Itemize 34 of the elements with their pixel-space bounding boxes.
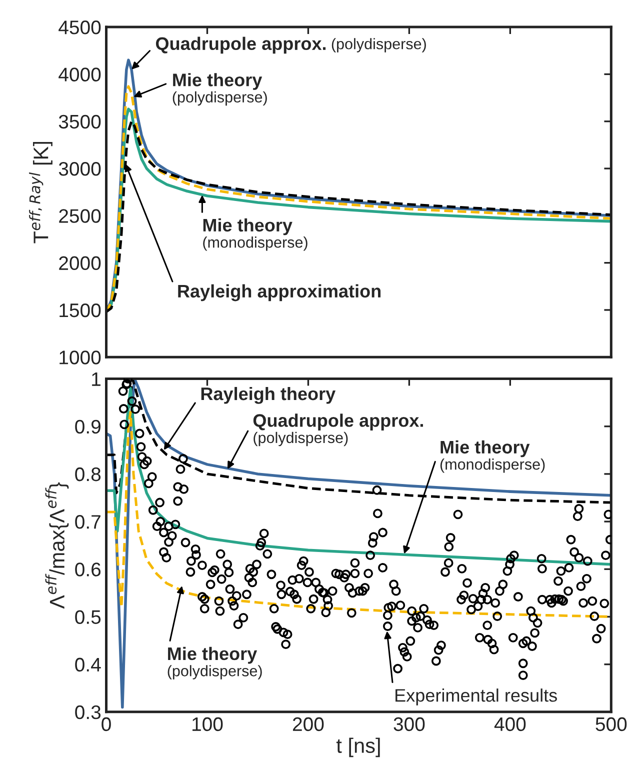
annotation: Mie theory (monodisperse): [203, 218, 308, 251]
y-tick-label: 0.7: [75, 515, 100, 529]
y-tick-label: 2500: [59, 209, 101, 223]
y-tick-label: 0.9: [75, 420, 100, 434]
annotation: Rayleigh theory: [201, 386, 336, 404]
y-tick-label: 0.3: [75, 705, 101, 720]
annotation: Mie theory (monodisperse): [440, 440, 545, 473]
y-tick-label: 2000: [59, 256, 101, 270]
x-axis-title: t [ns]: [336, 738, 380, 758]
x-tick-label: 500: [596, 717, 627, 732]
annotation: Rayleigh approximation: [178, 284, 380, 302]
x-tick-label: 100: [192, 717, 223, 732]
y-tick-label: 0.6: [75, 562, 101, 576]
y-tick-label: 0.5: [75, 610, 101, 624]
annotation: Experimental results: [396, 688, 557, 706]
y-axis-title: Λ$^{eff}$/max{Λ$^{eff}$}: [45, 482, 69, 609]
y-tick-label: 3000: [58, 162, 101, 176]
annotation: Mie theory (polydisperse): [168, 646, 262, 680]
annotation: Mie theory (polydisperse): [172, 73, 267, 106]
y-tick-label: 1500: [60, 303, 101, 318]
y-tick-label: 0.8: [75, 467, 101, 482]
y-axis-title: T$^{eff,Rayl}$ [K]: [29, 142, 52, 244]
x-tick-label: 200: [292, 717, 324, 732]
y-tick-label: 1000: [60, 350, 101, 364]
annotation: Quadrupole approx. (polydisperse): [156, 36, 426, 54]
y-tick-label: 4500: [58, 20, 101, 34]
y-tick-label: 3500: [58, 114, 101, 129]
y-tick-label: 1: [92, 372, 100, 386]
y-tick-label: 0.4: [75, 658, 101, 672]
x-tick-label: 0: [102, 717, 111, 732]
annotation: Quadrupole approx. (polydisperse): [253, 414, 423, 446]
y-tick-label: 4000: [58, 68, 101, 82]
x-tick-label: 300: [394, 717, 425, 732]
x-tick-label: 400: [494, 717, 526, 732]
